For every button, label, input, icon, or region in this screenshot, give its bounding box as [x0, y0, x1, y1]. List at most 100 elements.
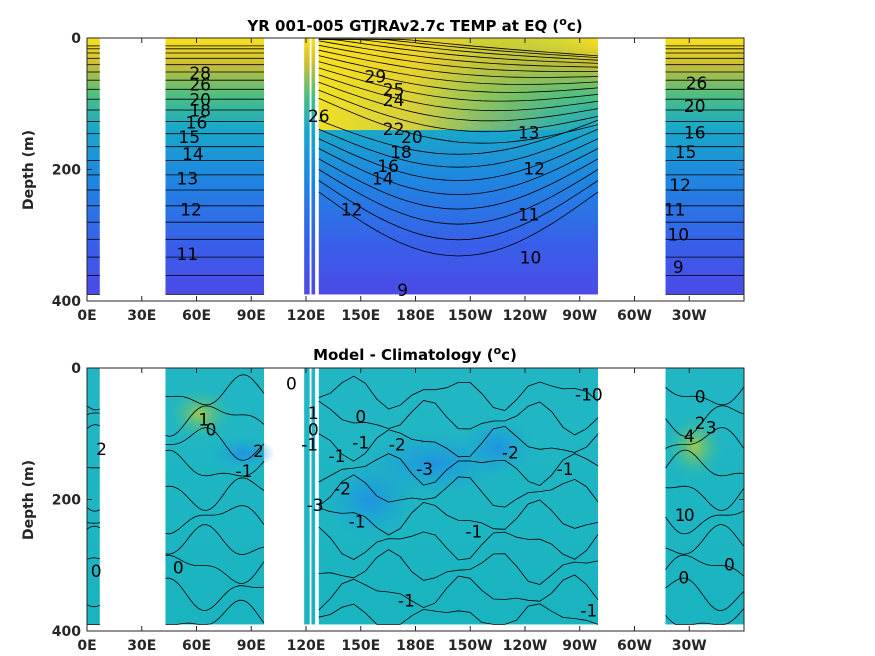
contour-label: 0 — [173, 559, 184, 579]
contour-label: 1 — [198, 411, 209, 431]
contour-line — [318, 603, 599, 625]
contour-line — [665, 386, 745, 406]
contour-line — [665, 485, 745, 511]
contour-line — [318, 38, 599, 64]
contour-line — [318, 128, 599, 168]
contour-label: 26 — [686, 74, 708, 94]
contour-label: 29 — [365, 67, 387, 87]
anomaly-shading — [461, 417, 535, 477]
contour-line — [665, 449, 745, 477]
field-segment — [304, 368, 310, 625]
x-tick-label: 60W — [617, 308, 652, 324]
contour-label: 10 — [667, 225, 689, 245]
x-tick-label: 90E — [237, 308, 266, 324]
x-tick-label: 180E — [396, 638, 435, 654]
field-segment — [87, 368, 100, 625]
bottom-y-axis-label: Depth (m) — [21, 460, 37, 540]
contour-line — [318, 38, 599, 58]
contour-label: 0 — [695, 388, 706, 408]
contour-label: 0 — [678, 568, 689, 588]
x-tick-label: 180E — [396, 308, 435, 324]
contour-label: 18 — [189, 102, 211, 122]
contour-label: -3 — [416, 460, 433, 480]
difference-field — [87, 368, 744, 625]
contour-label: -1 — [580, 601, 597, 621]
temperature-field — [87, 38, 744, 295]
contour-line — [665, 577, 745, 612]
y-tick-label: 0 — [71, 31, 81, 47]
contour-label: -3 — [307, 496, 324, 516]
contour-label: 9 — [397, 281, 408, 301]
contour-line — [318, 81, 599, 122]
contour-line — [318, 180, 599, 241]
x-tick-label: 120W — [503, 308, 548, 324]
x-tick-label: 90E — [237, 638, 266, 654]
contour-line — [665, 524, 745, 555]
contour-label: 3 — [706, 418, 717, 438]
anomaly-shading — [167, 387, 233, 441]
contour-label: 0 — [724, 555, 735, 575]
contour-line — [318, 44, 598, 72]
difference-contours — [86, 374, 745, 625]
contour-line — [665, 405, 745, 437]
contour-line — [318, 74, 599, 112]
contour-label: 10 — [520, 248, 542, 268]
contour-line — [318, 169, 599, 225]
contour-line — [318, 453, 599, 487]
contour-label: -1 — [301, 436, 318, 456]
contour-label: 13 — [177, 169, 199, 189]
contour-label: 0 — [286, 374, 297, 394]
contour-line — [318, 55, 599, 85]
contour-line — [165, 477, 265, 511]
contour-label: 20 — [401, 128, 423, 148]
contour-line — [318, 549, 599, 585]
contour-label: 16 — [377, 157, 399, 177]
contour-line — [318, 97, 599, 144]
field-segment — [665, 368, 744, 625]
contour-line — [165, 427, 265, 461]
x-tick-label: 120W — [503, 638, 548, 654]
top-y-axis-label: Depth (m) — [21, 130, 37, 210]
contour-line — [165, 577, 265, 611]
difference-panel: Model - Climatology (oc) 20 0102-1010-1-3… — [21, 344, 745, 654]
contour-line — [318, 425, 599, 462]
contour-label: -1 — [349, 513, 366, 533]
contour-label: 11 — [664, 200, 686, 220]
contour-label: -1 — [329, 447, 346, 467]
contour-label: 26 — [308, 107, 330, 127]
contour-label: 4 — [684, 427, 695, 447]
top-y-ticks: 0 200 400 — [52, 31, 744, 310]
contour-line — [165, 599, 265, 625]
contour-line — [165, 554, 265, 584]
x-tick-label: 60W — [617, 638, 652, 654]
contour-line — [318, 375, 599, 412]
x-tick-label: 150E — [341, 638, 380, 654]
x-tick-label: 0E — [77, 638, 96, 654]
contour-line — [318, 119, 599, 155]
contour-label: 15 — [675, 143, 697, 163]
contour-line — [86, 604, 100, 608]
contour-label: 12 — [180, 200, 202, 220]
contour-line — [665, 554, 745, 577]
contour-line — [318, 499, 599, 536]
bottom-chart-title: Model - Climatology (oc) — [313, 344, 517, 364]
contour-line — [318, 89, 599, 133]
contour-line — [165, 505, 265, 535]
x-tick-label: 60E — [182, 638, 211, 654]
contour-label: 28 — [189, 64, 211, 84]
contour-line — [86, 557, 100, 560]
contour-label: 22 — [383, 120, 405, 140]
field-segment — [304, 38, 310, 295]
top-chart-title: YR 001-005 GTJRAv2.7c TEMP at EQ (oc) — [246, 15, 582, 35]
contour-line — [86, 522, 100, 524]
contour-label: 2 — [695, 414, 706, 434]
contour-label: 0 — [355, 407, 366, 427]
contour-label: 0 — [91, 562, 102, 582]
contour-label: 12 — [341, 200, 363, 220]
contour-label: 2 — [96, 440, 107, 460]
contour-label: -10 — [575, 386, 603, 406]
temperature-contours — [87, 38, 744, 295]
contour-line — [318, 61, 599, 93]
contour-label: 20 — [189, 90, 211, 110]
